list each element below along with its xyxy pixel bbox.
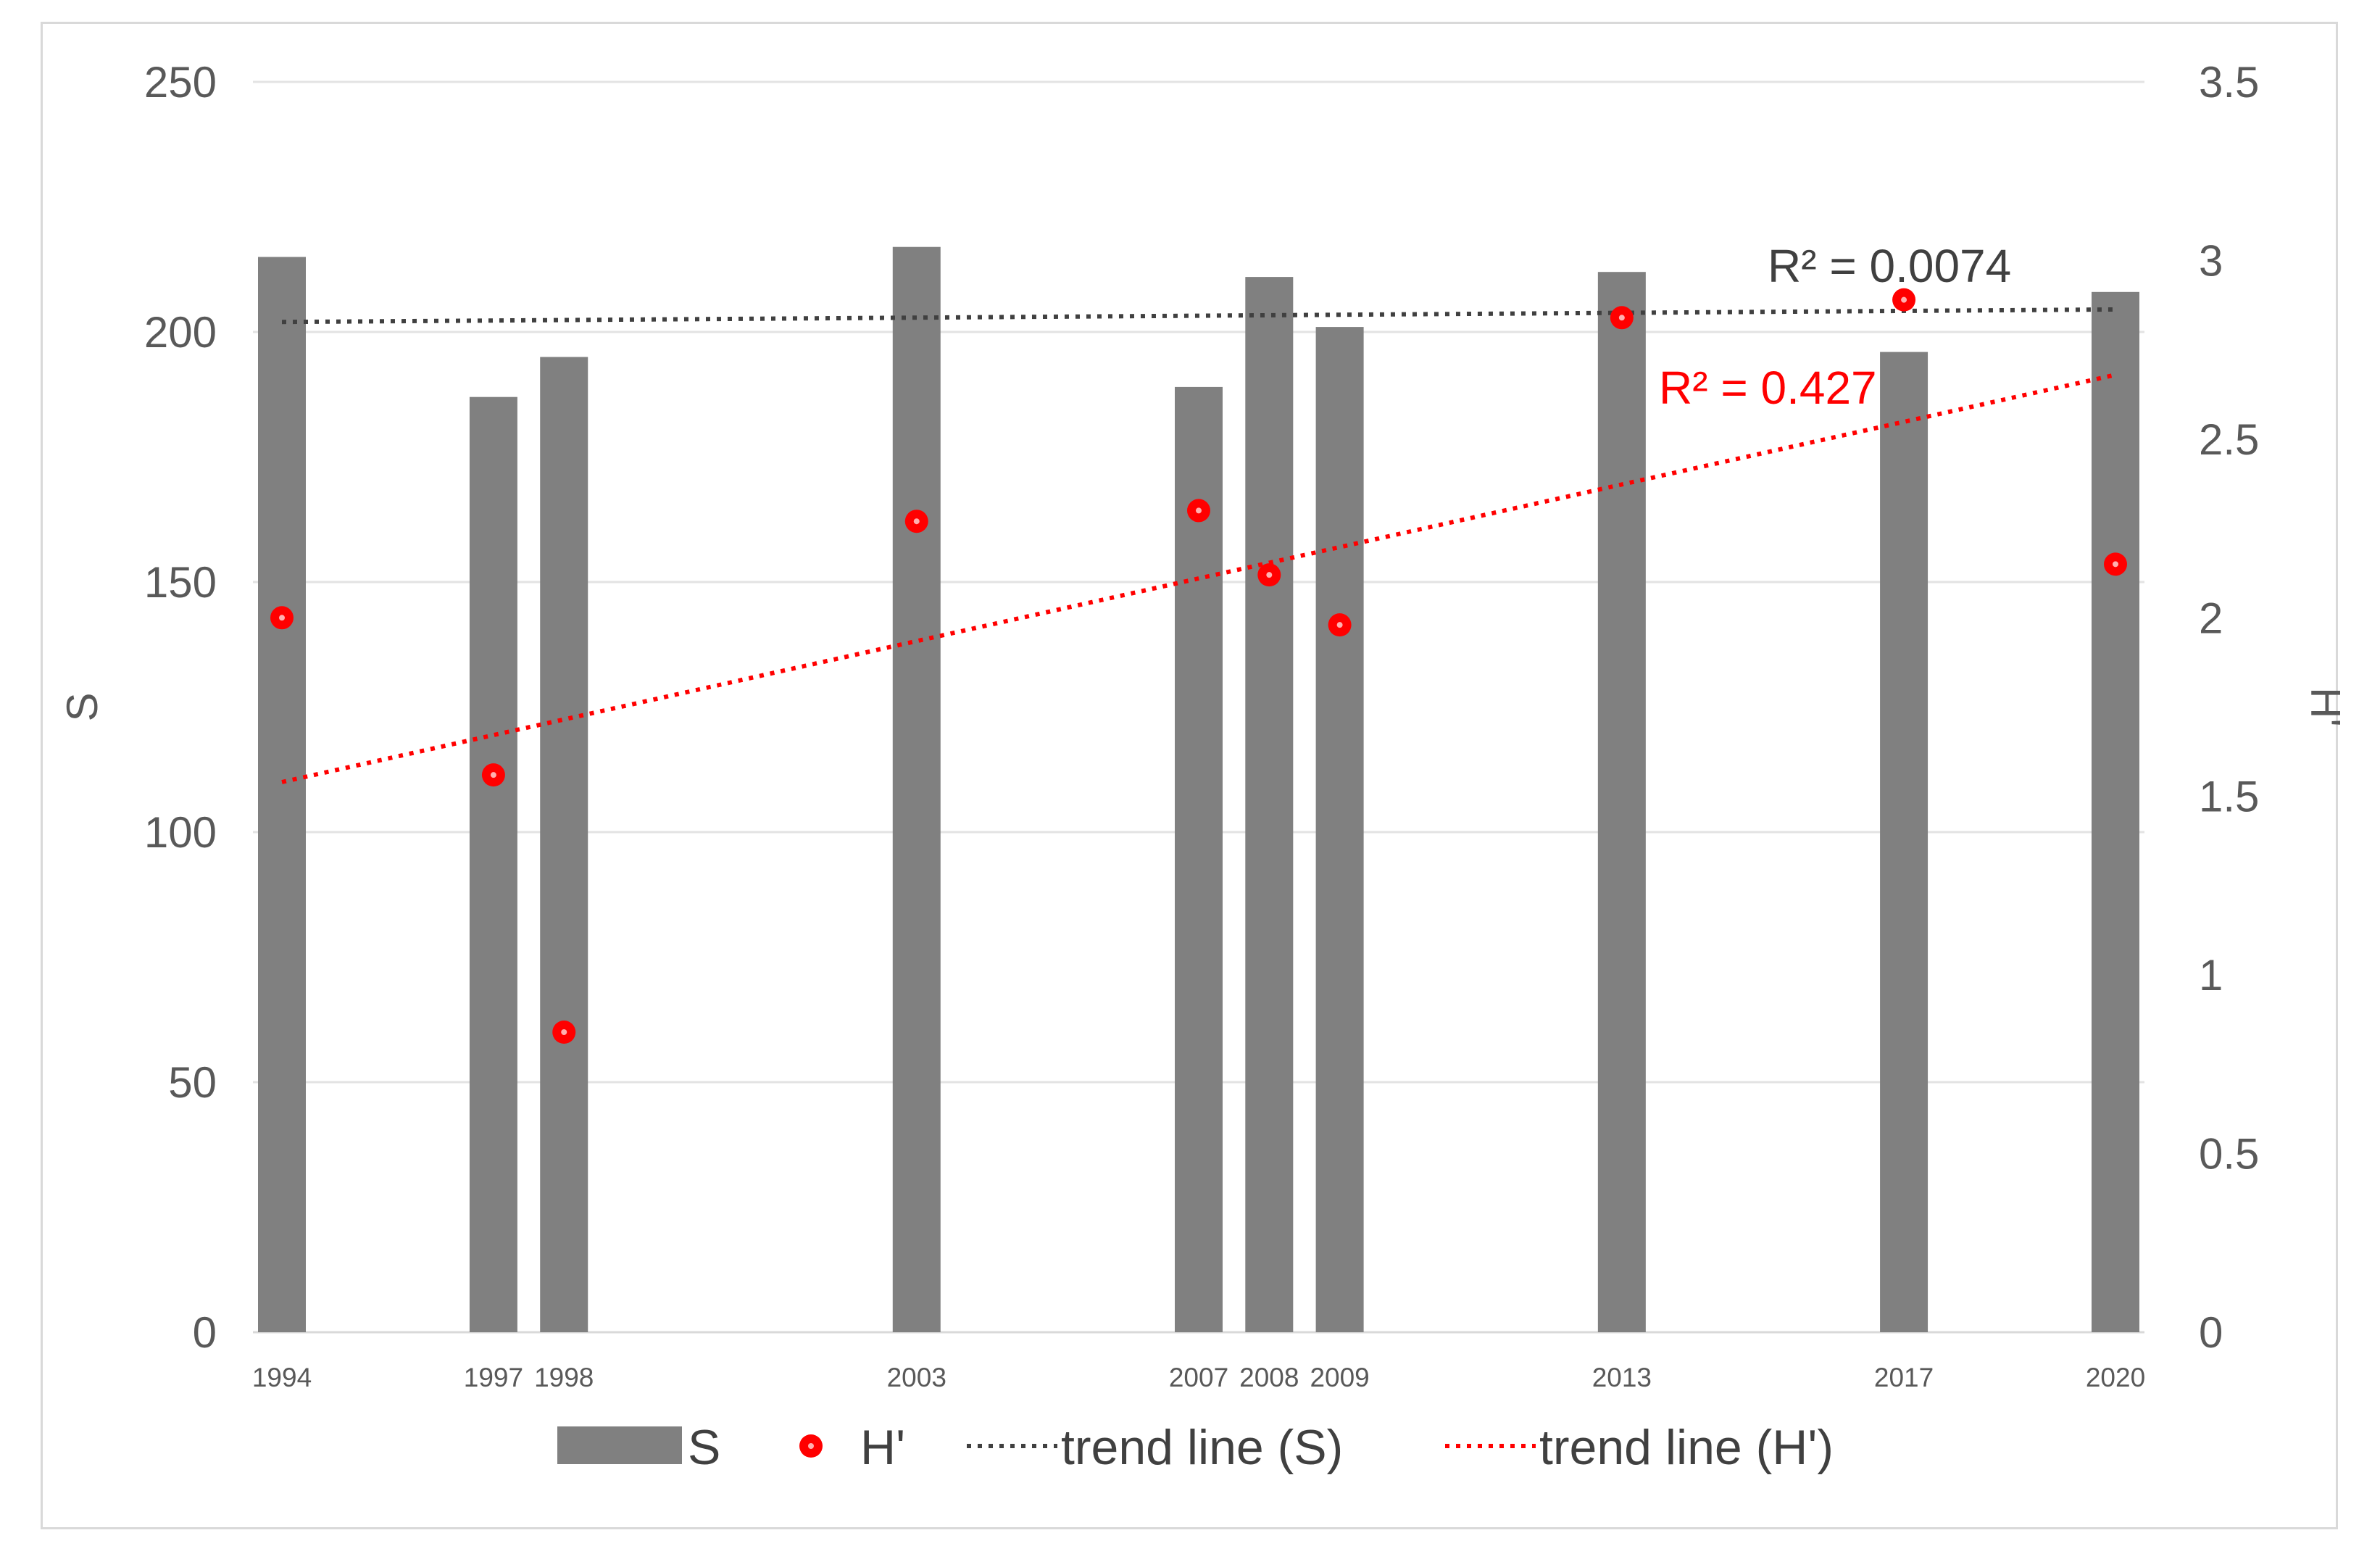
x-tick-label: 2003 (887, 1363, 946, 1392)
bar-S-2007 (1175, 386, 1223, 1332)
y-right-tick-label: 0 (2199, 1308, 2223, 1357)
y-right-tick-label: 1 (2199, 951, 2223, 1000)
point-H-highlight (1266, 572, 1273, 578)
y-right-tick-label: 2 (2199, 594, 2223, 642)
chart-frame: 0 50 100 150 200 250 0 0.5 1 1.5 2 2.5 3 3.5 S H' 1994 19… (41, 22, 2340, 1529)
bar-S-1994 (258, 257, 306, 1332)
x-tick-label: 2013 (1592, 1363, 1652, 1392)
legend-label-S: S (688, 1420, 720, 1475)
legend-label-trend-S: trend line (S) (1061, 1420, 1343, 1475)
y-right-tick-label: 3 (2199, 236, 2223, 285)
chart-canvas: 0 50 100 150 200 250 0 0.5 1 1.5 2 2.5 3 3.5 S H' 1994 19… (58, 58, 2340, 1475)
point-H-highlight (279, 615, 285, 621)
point-H-highlight (1196, 507, 1202, 514)
y-left-tick-label: 100 (144, 808, 217, 857)
bar-S-2020 (2092, 291, 2139, 1332)
bar-S-1997 (469, 396, 517, 1333)
bar-S-2009 (1315, 327, 1364, 1333)
r2-label-H: R² = 0.427 (1659, 362, 1877, 414)
point-H-highlight (2113, 561, 2118, 568)
legend-label-H: H' (860, 1420, 905, 1475)
bar-S-2013 (1597, 272, 1646, 1333)
trend-line-H (281, 373, 2116, 784)
y-right-tick-label: 2.5 (2199, 415, 2259, 464)
y-right-axis-title: H' (2302, 687, 2340, 727)
y-left-tick-label: 200 (144, 308, 217, 357)
point-H-highlight (490, 772, 496, 778)
legend-label-trend-H: trend line (H') (1539, 1420, 1834, 1475)
x-tick-label: 2017 (1874, 1363, 1934, 1392)
legend-swatch-S (557, 1426, 682, 1464)
bar-S-2008 (1245, 277, 1294, 1333)
x-tick-label: 1998 (534, 1363, 594, 1392)
x-tick-label: 1997 (464, 1363, 523, 1392)
y-left-tick-label: 150 (144, 558, 217, 607)
x-tick-label: 2009 (1310, 1363, 1369, 1392)
legend-marker-H-highlight (808, 1443, 814, 1449)
y-left-axis-title: S (58, 692, 107, 721)
y-left-tick-label: 50 (168, 1058, 217, 1107)
x-tick-label: 2020 (2086, 1363, 2145, 1392)
bar-S-2017 (1880, 352, 1928, 1333)
point-H-highlight (1618, 315, 1625, 321)
bar-S-1998 (540, 357, 588, 1332)
y-right-tick-label: 3.5 (2199, 58, 2259, 107)
y-right-tick-label: 1.5 (2199, 773, 2259, 821)
point-H-highlight (1336, 622, 1343, 628)
point-H-highlight (913, 518, 920, 525)
y-right-tick-label: 0.5 (2199, 1130, 2259, 1179)
trend-line-S (281, 307, 2116, 325)
bar-S-2003 (892, 246, 941, 1333)
y-left-tick-label: 250 (144, 58, 217, 107)
y-left-tick-label: 0 (193, 1308, 217, 1357)
x-tick-label: 1994 (252, 1363, 312, 1392)
point-H-highlight (1901, 296, 1907, 303)
x-tick-label: 2008 (1239, 1363, 1299, 1392)
x-tick-label: 2007 (1169, 1363, 1228, 1392)
point-H-highlight (561, 1029, 567, 1035)
r2-label-S: R² = 0.0074 (1768, 240, 2011, 292)
